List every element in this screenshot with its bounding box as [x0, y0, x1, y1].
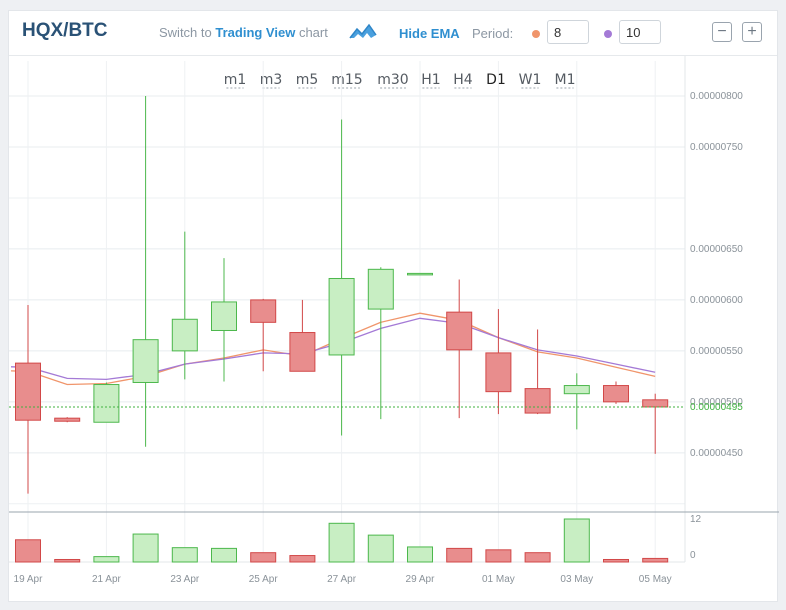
y-tick-label: 0.00000550 [690, 346, 743, 357]
timeframe-M1[interactable]: M1 [555, 72, 576, 88]
candle-body [446, 311, 473, 351]
candle-body [250, 299, 277, 323]
candle [328, 119, 355, 436]
y-tick-label: 0.00000600 [690, 295, 743, 306]
volume-bar [407, 546, 433, 563]
candle-body [93, 384, 120, 423]
volume-bar [563, 518, 590, 563]
candle [524, 329, 551, 415]
volume-bar [171, 547, 198, 563]
chart-panel: HQX/BTC Switch to Trading View chart Hid… [8, 10, 779, 602]
candle-body [524, 388, 551, 414]
x-tick-label: 27 Apr [327, 574, 357, 585]
y-tick-label: 0.00000800 [690, 91, 743, 102]
tradingview-link[interactable]: Trading View [215, 25, 296, 40]
candle [367, 267, 394, 420]
candle-body [171, 318, 198, 352]
candlestick-chart: m1 m3 m5 m15 m30 H1 H4 D1 W1 M1 0.00000800 0.000007… [9, 56, 779, 585]
y-tick-label: 0.00000650 [690, 244, 743, 255]
timeframe-m5[interactable]: m5 [296, 72, 319, 88]
candle [446, 279, 473, 419]
candle-body [132, 339, 159, 383]
x-tick-label: 29 Apr [406, 574, 436, 585]
volume-bar [93, 556, 120, 563]
candle-body [328, 277, 355, 356]
candle [289, 299, 316, 372]
candle-body [563, 385, 590, 395]
candle [485, 309, 512, 415]
volume-bar [603, 558, 629, 563]
volume-bar [642, 557, 669, 563]
candle [211, 258, 237, 382]
volume-bar [289, 555, 316, 563]
timeframe-m1[interactable]: m1 [224, 72, 247, 88]
volume-bar [524, 552, 551, 563]
ema-10-line [10, 317, 656, 381]
period-label: Period: [472, 26, 514, 41]
ema-period-1-input[interactable] [547, 20, 589, 44]
volume-bar [367, 534, 394, 563]
x-tick-label: 19 Apr [14, 574, 44, 585]
y-tick-label: 0.00000450 [690, 448, 743, 459]
switch-prefix: Switch to [159, 25, 212, 40]
volume-bar [328, 522, 355, 563]
candle [563, 373, 590, 430]
candle-body [211, 301, 237, 331]
candle [642, 393, 669, 454]
volume-bar [15, 539, 41, 563]
candle [407, 272, 433, 276]
candle [171, 231, 198, 380]
volume-max-label: 12 [690, 514, 702, 525]
volume-bar [446, 547, 473, 563]
candle [603, 381, 629, 404]
x-tick-label: 05 May [639, 574, 672, 585]
switch-to-tradingview[interactable]: Switch to Trading View chart [159, 25, 328, 40]
timeframe-m30[interactable]: m30 [377, 72, 408, 88]
candle [132, 96, 159, 447]
switch-suffix: chart [298, 25, 328, 40]
timeframe-H1[interactable]: H1 [421, 72, 440, 88]
candle-body [54, 417, 81, 422]
candle-body [15, 362, 41, 421]
candle [15, 305, 41, 494]
volume-bar [54, 558, 81, 563]
candle-body [367, 268, 394, 310]
timeframe-m15[interactable]: m15 [331, 72, 362, 88]
ema-period-2-input[interactable] [619, 20, 661, 44]
y-tick-label: 0.00000750 [690, 142, 743, 153]
candle [54, 417, 81, 423]
ema-orange-dot [532, 30, 540, 38]
candle [250, 298, 277, 372]
current-price-label: 0.00000495 [690, 402, 743, 413]
volume-bar [485, 549, 512, 563]
timeframe-m3[interactable]: m3 [260, 72, 283, 88]
volume-bar [211, 547, 237, 563]
pair-title: HQX/BTC [22, 20, 108, 41]
chart-header: HQX/BTC Switch to Trading View chart Hid… [9, 11, 777, 56]
ema-purple-dot [604, 30, 612, 38]
volume-min-label: 0 [690, 550, 696, 561]
candle-body [603, 385, 629, 403]
volume-bar [250, 552, 277, 563]
timeframe-D1[interactable]: D1 [486, 72, 506, 88]
x-tick-label: 25 Apr [249, 574, 279, 585]
ema-8-line [10, 312, 656, 386]
timeframe-W1[interactable]: W1 [519, 72, 542, 88]
hide-ema-button[interactable]: Hide EMA [399, 26, 460, 41]
zoom-in-button[interactable]: + [742, 22, 762, 42]
candle-body [289, 332, 316, 372]
tradingview-icon[interactable] [349, 22, 377, 42]
candle-body [642, 399, 669, 408]
candle-body [407, 272, 433, 276]
timeframe-H4[interactable]: H4 [453, 72, 473, 88]
volume-bar [132, 533, 159, 563]
candle [93, 382, 120, 423]
x-tick-label: 23 Apr [170, 574, 200, 585]
x-tick-label: 03 May [560, 574, 593, 585]
y-tick-label: 0.00000500 [690, 397, 743, 408]
zoom-out-button[interactable]: − [712, 22, 732, 42]
candle-body [485, 352, 512, 393]
x-tick-label: 01 May [482, 574, 515, 585]
x-tick-label: 21 Apr [92, 574, 122, 585]
